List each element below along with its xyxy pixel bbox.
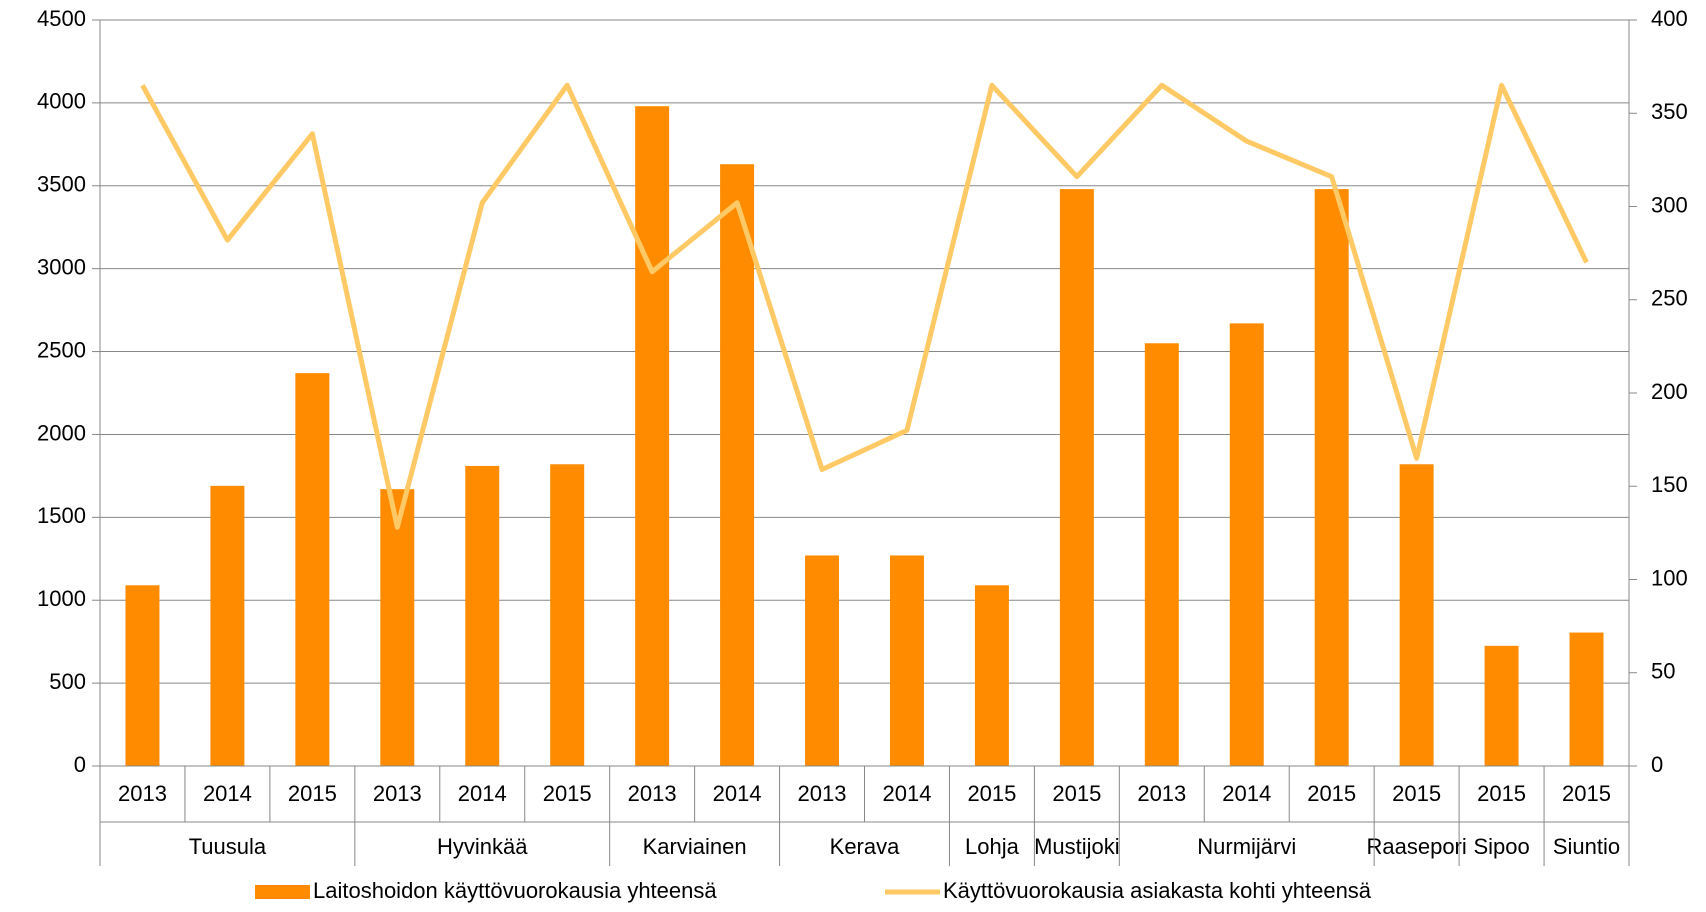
- x-tick-label: 2015: [288, 781, 337, 806]
- y2-tick-label: 0: [1651, 752, 1663, 777]
- bar: [1229, 323, 1264, 766]
- x-tick-label: 2014: [458, 781, 507, 806]
- group-label: Nurmijärvi: [1197, 834, 1296, 859]
- group-label: Hyvinkää: [437, 834, 528, 859]
- bar: [889, 555, 924, 766]
- x-tick-label: 2015: [1307, 781, 1356, 806]
- bar: [1399, 464, 1434, 766]
- group-label: Lohja: [965, 834, 1020, 859]
- y-tick-label: 3500: [37, 172, 86, 197]
- y2-tick-label: 150: [1651, 472, 1688, 497]
- bar: [1144, 343, 1179, 766]
- bar: [550, 464, 585, 766]
- x-tick-label: 2015: [967, 781, 1016, 806]
- x-tick-label: 2013: [373, 781, 422, 806]
- x-tick-label: 2015: [543, 781, 592, 806]
- y-tick-label: 1000: [37, 586, 86, 611]
- x-tick-label: 2015: [1477, 781, 1526, 806]
- x-tick-label: 2014: [1222, 781, 1271, 806]
- y-tick-label: 4500: [37, 6, 86, 31]
- bar: [805, 555, 840, 766]
- bar: [125, 585, 160, 766]
- bar: [210, 485, 245, 766]
- x-tick-label: 2014: [713, 781, 762, 806]
- y-tick-label: 0: [74, 752, 86, 777]
- bar: [465, 465, 500, 766]
- x-tick-label: 2015: [1392, 781, 1441, 806]
- line: [140, 82, 1589, 530]
- x-tick-label: 2013: [1137, 781, 1186, 806]
- y2-tick-label: 350: [1651, 99, 1688, 124]
- bar: [720, 164, 755, 766]
- x-tick-label: 2015: [1052, 781, 1101, 806]
- y-tick-label: 500: [49, 669, 86, 694]
- y-tick-label: 4000: [37, 89, 86, 114]
- bar: [635, 106, 670, 766]
- y2-tick-label: 400: [1651, 6, 1688, 31]
- group-label: Raasepori: [1366, 834, 1466, 859]
- y-tick-label: 3000: [37, 254, 86, 279]
- y2-tick-label: 50: [1651, 659, 1675, 684]
- group-label: Tuusula: [189, 834, 267, 859]
- x-tick-label: 2014: [203, 781, 252, 806]
- legend-swatch: [255, 885, 310, 899]
- bar: [1314, 189, 1349, 767]
- group-label: Sipoo: [1473, 834, 1529, 859]
- group-label: Siuntio: [1553, 834, 1620, 859]
- group-label: Kerava: [830, 834, 900, 859]
- y2-tick-label: 250: [1651, 286, 1688, 311]
- group-label: Karviainen: [643, 834, 747, 859]
- bar: [295, 373, 330, 766]
- y2-tick-label: 300: [1651, 192, 1688, 217]
- legend-label: Laitoshoidon käyttövuorokausia yhteensä: [313, 878, 717, 903]
- x-tick-label: 2013: [628, 781, 677, 806]
- bar: [1569, 632, 1604, 766]
- legend-label: Käyttövuorokausia asiakasta kohti yhteen…: [943, 878, 1372, 903]
- y-tick-label: 2000: [37, 420, 86, 445]
- bar: [1484, 645, 1519, 766]
- bar: [974, 585, 1009, 766]
- y-tick-label: 2500: [37, 337, 86, 362]
- x-tick-label: 2014: [882, 781, 931, 806]
- bar: [380, 489, 415, 766]
- y-tick-label: 1500: [37, 503, 86, 528]
- bar: [1059, 189, 1094, 767]
- group-label: Mustijoki: [1034, 834, 1120, 859]
- x-tick-label: 2015: [1562, 781, 1611, 806]
- x-tick-label: 2013: [798, 781, 847, 806]
- y2-tick-label: 200: [1651, 379, 1688, 404]
- x-tick-label: 2013: [118, 781, 167, 806]
- y2-tick-label: 100: [1651, 565, 1688, 590]
